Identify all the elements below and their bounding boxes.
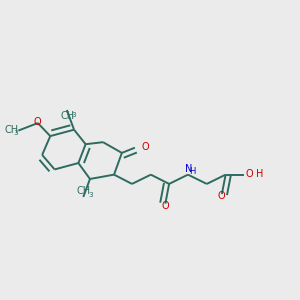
- Text: O: O: [246, 169, 253, 179]
- Text: 3: 3: [71, 112, 76, 118]
- Text: 3: 3: [88, 192, 93, 198]
- Text: CH: CH: [77, 186, 91, 196]
- Text: O: O: [33, 117, 41, 127]
- Text: O: O: [217, 191, 225, 201]
- Text: O: O: [161, 201, 169, 211]
- Text: O: O: [141, 142, 149, 152]
- Text: CH: CH: [4, 125, 18, 135]
- Text: CH: CH: [60, 111, 74, 121]
- Text: H: H: [256, 169, 263, 179]
- Text: 3: 3: [14, 130, 18, 136]
- Text: H: H: [189, 167, 195, 176]
- Text: N: N: [185, 164, 192, 174]
